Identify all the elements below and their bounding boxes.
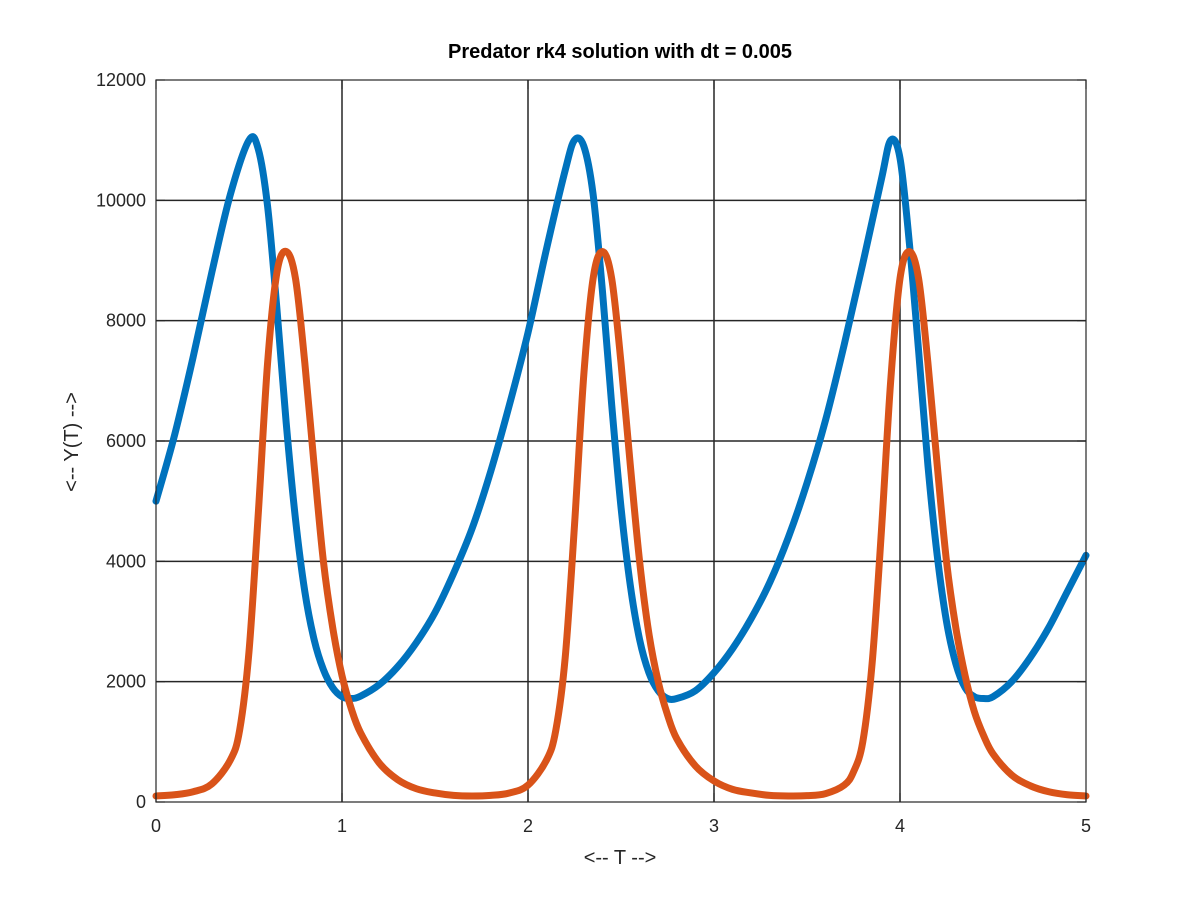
grid-lines xyxy=(156,80,1086,802)
x-tick-label: 2 xyxy=(523,816,533,836)
x-tick-label: 4 xyxy=(895,816,905,836)
x-tick-label: 1 xyxy=(337,816,347,836)
y-axis-label: <-- Y(T) --> xyxy=(61,392,83,492)
y-tick-label: 12000 xyxy=(96,70,146,90)
y-tick-label: 8000 xyxy=(106,311,146,331)
x-tick-label: 5 xyxy=(1081,816,1091,836)
y-tick-label: 6000 xyxy=(106,431,146,451)
y-tick-label: 10000 xyxy=(96,190,146,210)
y-tick-label: 0 xyxy=(136,792,146,812)
x-tick-label: 3 xyxy=(709,816,719,836)
y-tick-label: 4000 xyxy=(106,551,146,571)
chart-title: Predator rk4 solution with dt = 0.005 xyxy=(448,41,792,63)
series-line-1 xyxy=(152,133,1090,703)
x-axis-label: <-- T --> xyxy=(584,847,657,869)
y-tick-label: 2000 xyxy=(106,672,146,692)
x-tick-label: 0 xyxy=(151,816,161,836)
series-lines xyxy=(152,133,1090,800)
axis-ticks: 0 1 2 3 4 5 0 2000 4000 6000 8000 10000 12000 xyxy=(96,70,1091,836)
series-line-2 xyxy=(152,247,1090,800)
